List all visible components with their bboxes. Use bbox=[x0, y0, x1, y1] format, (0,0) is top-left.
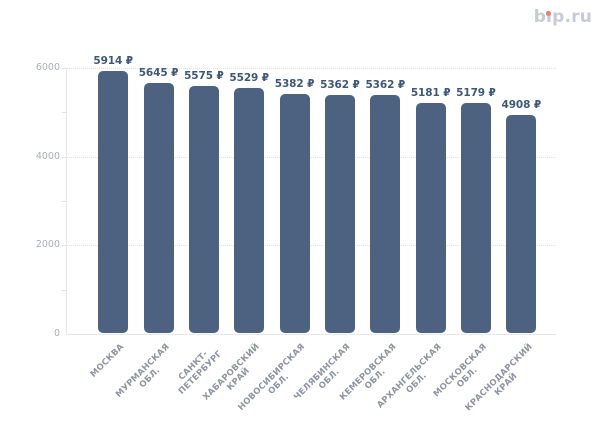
bar-value-label: 5181 ₽ bbox=[410, 87, 451, 100]
bip-ru-logo[interactable]: bıp.ru bbox=[534, 9, 592, 26]
bar-3 bbox=[188, 85, 219, 333]
x-axis-baseline bbox=[66, 334, 556, 335]
bar-value-label: 5645 ₽ bbox=[138, 66, 179, 79]
bar-6 bbox=[324, 95, 355, 333]
x-axis-category-label: МОСКВА bbox=[88, 342, 127, 380]
gridline-6000 bbox=[66, 68, 556, 69]
y-axis-tick-label: 2000 bbox=[35, 239, 60, 251]
bar-9 bbox=[460, 103, 491, 333]
bar-1 bbox=[98, 70, 129, 333]
bar-7 bbox=[370, 95, 401, 333]
bar-2 bbox=[143, 82, 174, 333]
y-axis-tick-label: 6000 bbox=[35, 62, 60, 73]
bar-8 bbox=[415, 103, 446, 333]
bar-value-label: 5362 ₽ bbox=[320, 79, 360, 92]
bar-4 bbox=[234, 87, 265, 333]
y-axis-tick-label: 4000 bbox=[35, 150, 60, 162]
bar-value-label: 5914 ₽ bbox=[93, 54, 133, 67]
y-axis-tick-mark bbox=[62, 156, 66, 158]
gridline-4000 bbox=[66, 156, 556, 158]
y-axis-tick-mark bbox=[62, 245, 66, 247]
bar-value-label: 5179 ₽ bbox=[456, 87, 496, 100]
y-axis-tick-mark bbox=[62, 112, 66, 114]
logo-i-dot-icon bbox=[546, 11, 551, 16]
bar-value-label: 5382 ₽ bbox=[274, 78, 315, 91]
y-axis-tick-mark bbox=[62, 68, 66, 69]
bar-value-label: 5529 ₽ bbox=[229, 71, 270, 84]
y-axis-tick-mark bbox=[62, 289, 66, 291]
bar-value-label: 4908 ₽ bbox=[501, 99, 542, 112]
bar-value-label: 5575 ₽ bbox=[184, 69, 224, 82]
bar-value-label: 5362 ₽ bbox=[365, 79, 406, 92]
bar-10 bbox=[506, 115, 537, 333]
y-axis-tick-mark bbox=[62, 201, 66, 202]
gridline-2000 bbox=[66, 245, 556, 247]
y-axis-tick-label: 0 bbox=[53, 328, 60, 339]
bar-5 bbox=[279, 94, 310, 333]
y-axis-line bbox=[66, 68, 67, 334]
